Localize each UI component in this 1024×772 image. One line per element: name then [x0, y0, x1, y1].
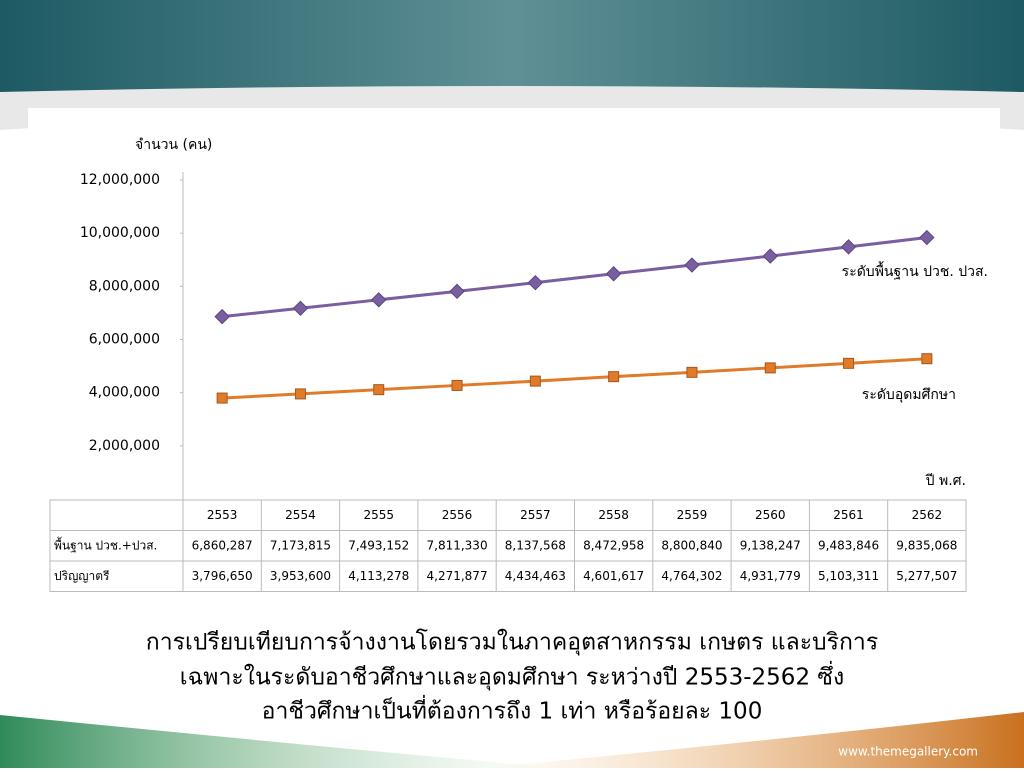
table-cell: 7,493,152	[348, 538, 409, 552]
x-tick-label: 2553	[207, 508, 238, 522]
footer: www.themegallery.com	[838, 745, 978, 759]
x-tick-label: 2562	[912, 508, 943, 522]
x-tick-label: 2561	[833, 508, 864, 522]
marker	[840, 239, 857, 255]
caption-line: อาชีวศึกษาเป็นที่ต้องการถึง 1 เท่า หรือร…	[262, 695, 763, 725]
marker	[919, 229, 935, 246]
marker	[527, 274, 544, 291]
table-cell: 4,764,302	[661, 569, 722, 583]
y-axis-title: จำนวน (คน)	[135, 137, 212, 153]
marker	[371, 292, 387, 308]
series-line	[221, 236, 928, 319]
marker	[451, 379, 463, 391]
series-label: ระดับอุดมศึกษา	[862, 387, 956, 403]
table-cell: 7,173,815	[270, 538, 331, 552]
marker	[216, 392, 228, 404]
table-cell: 9,483,846	[818, 538, 879, 552]
marker	[449, 283, 465, 300]
table-cell: 4,434,463	[505, 569, 566, 583]
bottom-left-swoosh	[0, 715, 560, 768]
top-band	[0, 0, 1024, 92]
caption-line: เฉพาะในระดับอาชีวศึกษาและอุดมศึกษา ระหว่…	[180, 661, 844, 691]
x-axis-title: ปี พ.ศ.	[925, 473, 966, 489]
bottom-right-swoosh	[480, 712, 1024, 768]
x-tick-label: 2557	[520, 508, 551, 522]
marker	[529, 375, 541, 387]
table-cell: 4,931,779	[740, 569, 801, 583]
table-cell: 4,271,877	[427, 569, 488, 583]
marker	[686, 366, 698, 378]
marker	[762, 248, 778, 264]
table-cell: 8,472,958	[583, 538, 644, 552]
table-cell: 6,860,287	[192, 538, 253, 552]
y-tick-label: 2,000,000	[89, 438, 160, 454]
row-label: พื้นฐาน ปวช.+ปวส.	[54, 536, 157, 552]
y-tick-label: 6,000,000	[89, 332, 160, 348]
y-tick-label: 8,000,000	[89, 278, 160, 294]
marker	[608, 371, 620, 383]
marker	[764, 362, 776, 374]
marker	[214, 308, 230, 325]
table-cell: 3,953,600	[270, 569, 331, 583]
table-cell: 9,138,247	[740, 538, 801, 552]
y-tick-label: 12,000,000	[80, 172, 160, 188]
table-cell: 8,800,840	[661, 538, 722, 552]
x-tick-label: 2559	[677, 508, 708, 522]
table-cell: 4,113,278	[348, 569, 409, 583]
table-cell: 9,835,068	[896, 538, 957, 552]
marker	[294, 388, 306, 400]
x-tick-label: 2558	[598, 508, 629, 522]
chart-panel	[28, 108, 1000, 600]
table-cell: 4,601,617	[583, 569, 644, 583]
table-cell: 8,137,568	[505, 538, 566, 552]
x-tick-label: 2555	[363, 508, 394, 522]
marker	[843, 357, 855, 369]
table-cell: 5,103,311	[818, 569, 879, 583]
x-tick-label: 2554	[285, 508, 316, 522]
marker	[684, 257, 700, 273]
table-cell: 7,811,330	[427, 538, 488, 552]
x-tick-label: 2560	[755, 508, 786, 522]
series-label: ระดับพื้นฐาน ปวช. ปวส.	[842, 261, 988, 280]
marker	[605, 266, 622, 282]
table-cell: 5,277,507	[896, 569, 957, 583]
series-line	[222, 357, 927, 400]
table-cell: 3,796,650	[192, 569, 253, 583]
y-tick-label: 10,000,000	[80, 225, 160, 241]
marker	[921, 353, 933, 365]
y-tick-label: 4,000,000	[89, 385, 160, 401]
marker	[373, 384, 385, 396]
marker	[292, 300, 309, 317]
row-label: ปริญญาตรี	[54, 569, 110, 583]
x-tick-label: 2556	[442, 508, 473, 522]
caption-line: การเปรียบเทียบการจ้างงานโดยรวมในภาคอุตสา…	[146, 629, 878, 656]
